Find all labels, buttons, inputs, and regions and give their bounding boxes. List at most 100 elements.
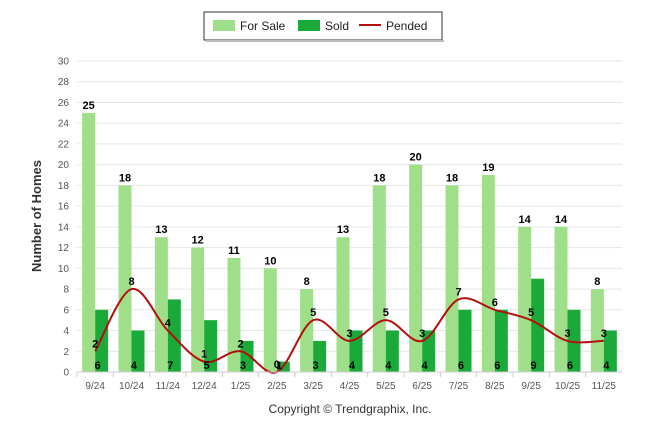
x-tick-label: 11/25 [592, 381, 617, 392]
y-tick-label: 26 [58, 98, 70, 109]
data-label-pended: 2 [92, 338, 98, 350]
data-label-for-sale: 8 [594, 276, 600, 288]
bar-for-sale[interactable] [300, 289, 314, 372]
data-label-sold: 1 [276, 360, 282, 372]
bar-sold[interactable] [204, 320, 218, 372]
y-tick-label: 30 [58, 57, 70, 68]
x-tick-label: 9/24 [85, 381, 105, 392]
legend-swatch-sold[interactable] [298, 20, 320, 31]
data-label-for-sale: 25 [83, 100, 95, 112]
bar-sold[interactable] [385, 330, 399, 372]
data-label-pended: 3 [564, 328, 570, 340]
bar-sold[interactable] [458, 309, 472, 372]
data-label-pended: 2 [237, 338, 243, 350]
y-tick-label: 4 [63, 326, 69, 337]
data-label-pended: 6 [492, 297, 498, 309]
bar-for-sale[interactable] [154, 237, 168, 372]
data-label-pended: 8 [128, 276, 134, 288]
data-label-for-sale: 18 [373, 172, 385, 184]
bar-for-sale[interactable] [191, 247, 205, 372]
y-tick-label: 6 [63, 305, 69, 316]
bar-for-sale[interactable] [554, 226, 568, 372]
y-tick-label: 0 [63, 368, 69, 379]
bar-sold[interactable] [422, 330, 436, 372]
x-tick-label: 2/25 [267, 381, 287, 392]
x-tick-label: 6/25 [412, 381, 432, 392]
data-label-pended: 5 [383, 307, 389, 319]
legend-swatch-for-sale[interactable] [213, 20, 235, 31]
bar-sold[interactable] [131, 330, 145, 372]
y-tick-label: 2 [63, 347, 69, 358]
legend-shadow [206, 40, 444, 42]
bar-sold[interactable] [494, 309, 508, 372]
data-label-for-sale: 8 [304, 276, 310, 288]
data-label-for-sale: 11 [228, 245, 240, 257]
bar-sold[interactable] [167, 299, 181, 372]
data-label-pended: 5 [310, 307, 316, 319]
x-tick-label: 1/25 [231, 381, 251, 392]
data-label-sold: 4 [385, 360, 392, 372]
y-tick-label: 12 [58, 243, 70, 254]
data-label-for-sale: 10 [264, 255, 276, 267]
data-label-pended: 3 [419, 328, 425, 340]
y-tick-label: 10 [58, 264, 70, 275]
data-label-sold: 5 [204, 360, 210, 372]
data-label-sold: 4 [422, 360, 429, 372]
legend-label-sold[interactable]: Sold [325, 19, 349, 33]
bar-for-sale[interactable] [336, 237, 350, 372]
bar-for-sale[interactable] [590, 289, 604, 372]
data-label-pended: 7 [455, 286, 461, 298]
bar-for-sale[interactable] [118, 185, 132, 372]
y-tick-label: 24 [58, 119, 70, 130]
data-label-sold: 6 [494, 360, 500, 372]
copyright-text: Copyright © Trendgraphix, Inc. [269, 402, 432, 416]
legend-box [203, 11, 443, 41]
bar-for-sale[interactable] [227, 257, 241, 372]
data-label-sold: 7 [167, 360, 173, 372]
data-label-sold: 6 [458, 360, 464, 372]
data-label-for-sale: 18 [119, 172, 131, 184]
data-label-sold: 4 [349, 360, 356, 372]
y-tick-label: 22 [58, 139, 70, 150]
bar-for-sale[interactable] [263, 268, 277, 372]
pended-series-line [94, 288, 604, 374]
data-label-pended: 1 [201, 349, 207, 361]
x-tick-label: 3/25 [303, 381, 323, 392]
x-tick-label: 12/24 [192, 381, 217, 392]
bar-sold[interactable] [531, 278, 545, 372]
bar-sold[interactable] [603, 330, 617, 372]
bar-for-sale[interactable] [445, 185, 459, 372]
y-tick-label: 18 [58, 181, 70, 192]
data-label-for-sale: 13 [155, 224, 167, 236]
bar-for-sale[interactable] [372, 185, 386, 372]
y-tick-label: 20 [58, 160, 70, 171]
data-label-pended: 4 [165, 318, 172, 330]
data-label-for-sale: 14 [555, 214, 568, 226]
x-tick-label: 10/24 [119, 381, 144, 392]
legend-label-pended[interactable]: Pended [386, 19, 427, 33]
bar-sold[interactable] [313, 340, 327, 372]
y-tick-label: 8 [63, 285, 69, 296]
bar-for-sale[interactable] [82, 112, 96, 372]
x-axis-ticks: 9/24 10/24 11/24 12/24 1/25 2/25 3/25 4/25 5/25 6… [76, 372, 617, 392]
bar-for-sale[interactable] [518, 226, 532, 372]
data-label-for-sale: 19 [482, 162, 494, 174]
data-label-sold: 6 [95, 360, 101, 372]
bar-sold[interactable] [240, 340, 254, 372]
data-label-for-sale: 13 [337, 224, 349, 236]
bar-for-sale[interactable] [481, 175, 495, 372]
data-label-sold: 4 [131, 360, 138, 372]
bar-for-sale[interactable] [409, 164, 423, 372]
data-label-pended: 5 [528, 307, 534, 319]
x-tick-label: 5/25 [376, 381, 396, 392]
data-label-for-sale: 14 [519, 214, 532, 226]
x-tick-label: 8/25 [485, 381, 505, 392]
x-tick-label: 4/25 [340, 381, 360, 392]
y-tick-label: 14 [58, 222, 70, 233]
bar-sold[interactable] [95, 309, 109, 372]
bar-sold[interactable] [567, 309, 581, 372]
x-tick-label: 7/25 [449, 381, 469, 392]
data-label-for-sale: 20 [410, 152, 422, 164]
legend-label-for-sale[interactable]: For Sale [240, 19, 286, 33]
